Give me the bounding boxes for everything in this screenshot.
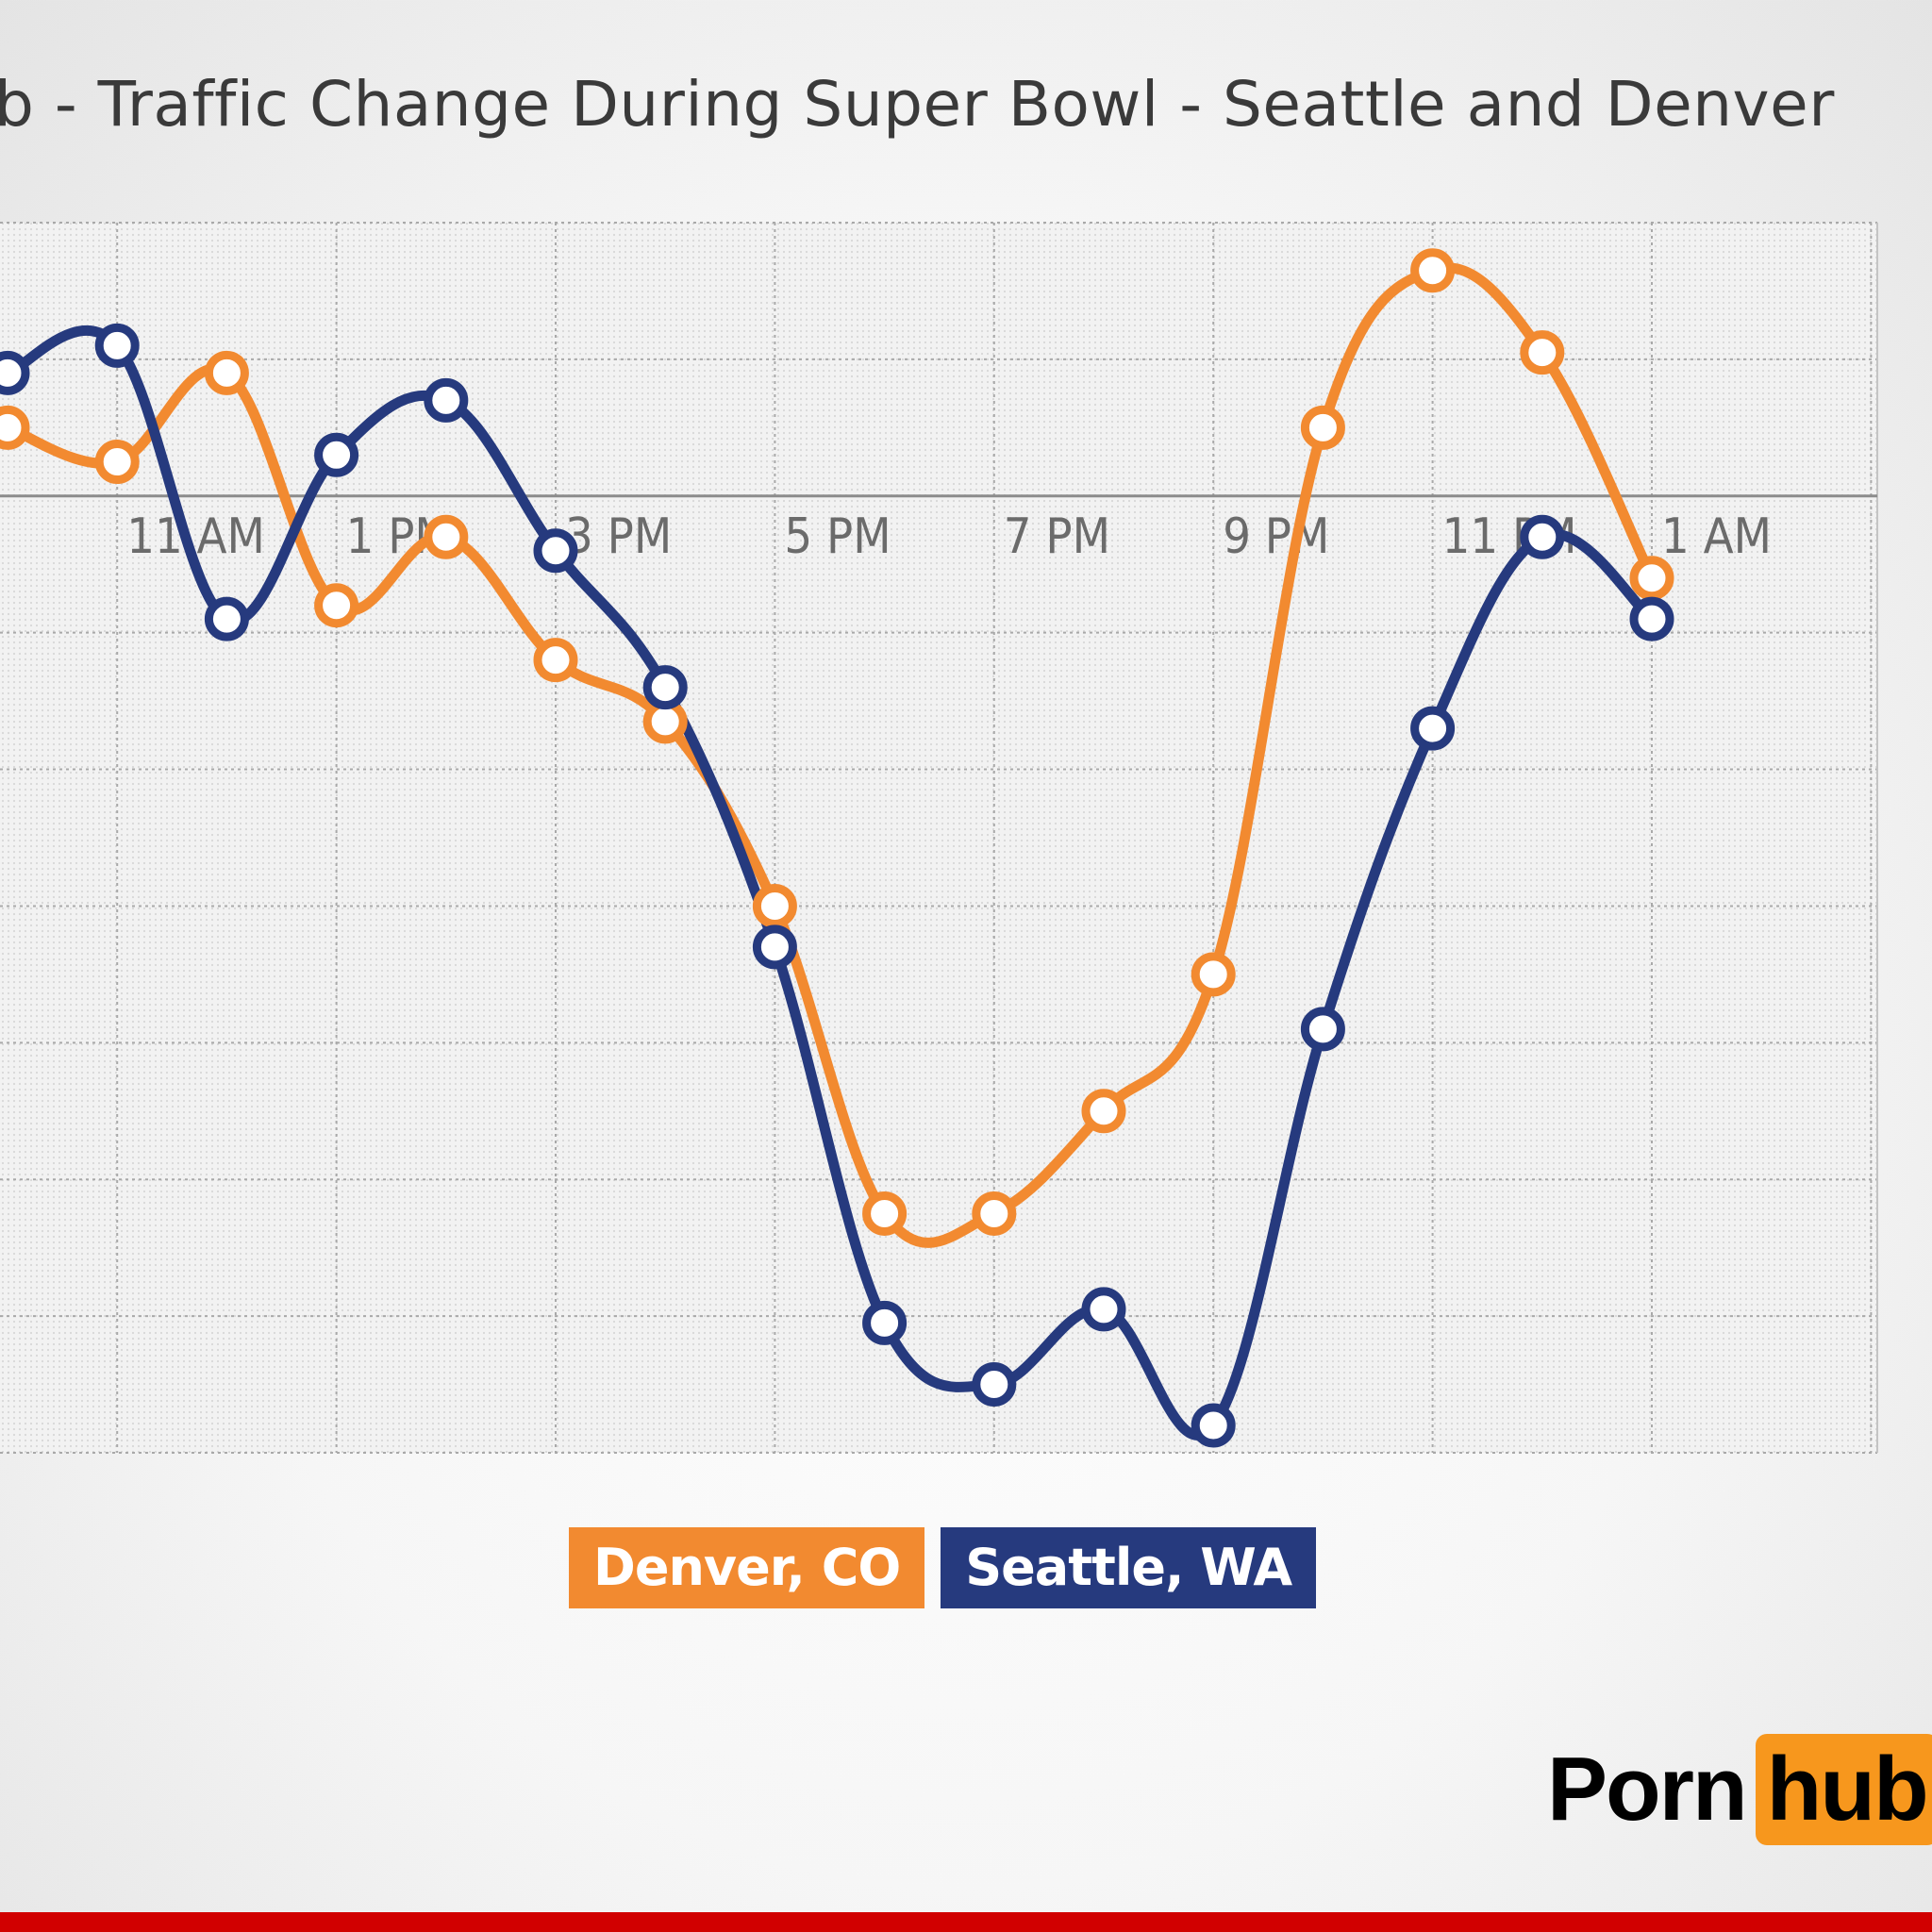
x-tick-label: 5 PM (784, 508, 891, 565)
data-point-seattle[interactable] (752, 924, 797, 970)
data-point-denver[interactable] (1629, 556, 1674, 601)
data-point-seattle[interactable] (1520, 514, 1565, 559)
series-line-denver (2, 262, 1657, 1248)
series-lines (2, 262, 1657, 1441)
data-point-denver[interactable] (1191, 952, 1236, 997)
logo-text-hub: hub (1755, 1734, 1932, 1845)
data-point-seattle[interactable] (424, 377, 469, 423)
legend: Denver, CO Seattle, WA (569, 1527, 1317, 1608)
x-tick-label: 1 AM (1661, 508, 1772, 565)
plot-background (0, 223, 1877, 1453)
legend-label-seattle: Seattle, WA (965, 1538, 1292, 1597)
gridlines (0, 222, 1878, 1454)
data-point-seattle[interactable] (1300, 1007, 1345, 1052)
data-point-seattle[interactable] (972, 1362, 1017, 1407)
data-point-seattle[interactable] (1410, 706, 1456, 751)
data-point-denver[interactable] (862, 1191, 908, 1236)
data-point-denver[interactable] (533, 638, 578, 683)
data-point-seattle[interactable] (1191, 1403, 1236, 1448)
data-point-seattle[interactable] (204, 596, 249, 641)
legend-item-denver[interactable]: Denver, CO (569, 1527, 925, 1608)
data-point-denver[interactable] (424, 514, 469, 559)
legend-item-seattle[interactable]: Seattle, WA (941, 1527, 1317, 1608)
x-tick-label: 3 PM (565, 508, 672, 565)
data-point-denver[interactable] (1300, 405, 1345, 450)
data-point-seattle[interactable] (533, 528, 578, 574)
x-tick-label: 9 PM (1223, 508, 1329, 565)
data-point-seattle[interactable] (1629, 596, 1674, 641)
data-point-denver[interactable] (0, 405, 30, 450)
data-point-denver[interactable] (1520, 330, 1565, 375)
data-point-denver[interactable] (314, 583, 359, 628)
data-point-denver[interactable] (752, 883, 797, 928)
data-point-seattle[interactable] (862, 1300, 908, 1345)
data-point-seattle[interactable] (1081, 1287, 1126, 1332)
legend-label-denver: Denver, CO (593, 1538, 901, 1597)
series-points (0, 248, 1674, 1448)
data-point-denver[interactable] (972, 1191, 1017, 1236)
data-point-seattle[interactable] (0, 350, 30, 395)
data-point-seattle[interactable] (94, 323, 140, 368)
logo-text-porn: Porn (1547, 1739, 1748, 1840)
chart-title: b - Traffic Change During Super Bowl - S… (0, 68, 1835, 141)
series-line-seattle (2, 325, 1657, 1441)
data-point-denver[interactable] (94, 440, 140, 485)
data-point-denver[interactable] (204, 350, 249, 395)
x-tick-label: 7 PM (1004, 508, 1110, 565)
data-point-seattle[interactable] (642, 665, 688, 710)
bottom-bar (0, 1912, 1932, 1932)
data-point-denver[interactable] (1081, 1089, 1126, 1134)
data-point-denver[interactable] (1410, 248, 1456, 293)
data-point-seattle[interactable] (314, 432, 359, 477)
pornhub-logo: Porn hub (1547, 1734, 1932, 1845)
